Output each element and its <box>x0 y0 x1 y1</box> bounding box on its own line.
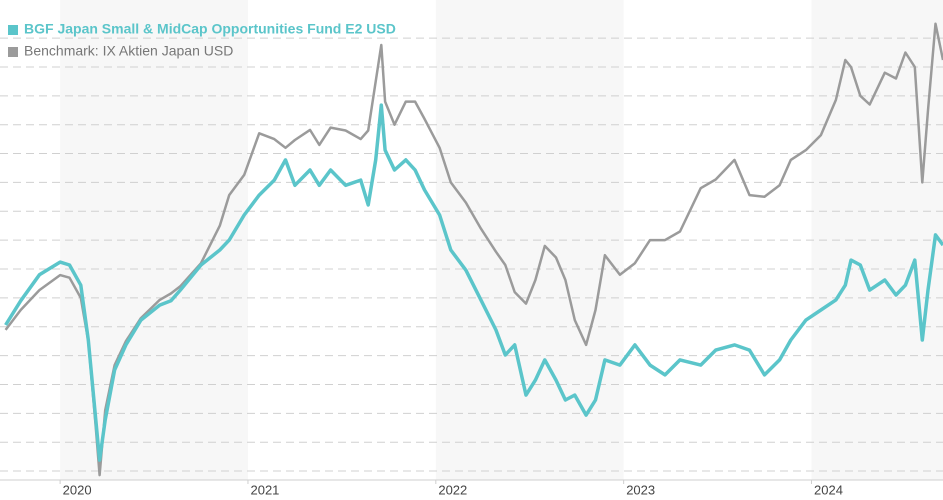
x-tick-label: 2024 <box>814 482 843 497</box>
year-band <box>435 0 624 480</box>
x-tick-label: 2020 <box>63 482 92 497</box>
legend-label: BGF Japan Small & MidCap Opportunities F… <box>24 21 396 37</box>
legend-label: Benchmark: IX Aktien Japan USD <box>24 43 233 59</box>
year-band <box>60 0 248 480</box>
legend-swatch <box>8 25 18 35</box>
series-line <box>4 103 943 462</box>
x-tick-label: 2022 <box>438 482 467 497</box>
legend-swatch <box>8 47 18 57</box>
x-tick-label: 2021 <box>250 482 279 497</box>
x-tick-label: 2023 <box>626 482 655 497</box>
series-line <box>4 22 943 477</box>
